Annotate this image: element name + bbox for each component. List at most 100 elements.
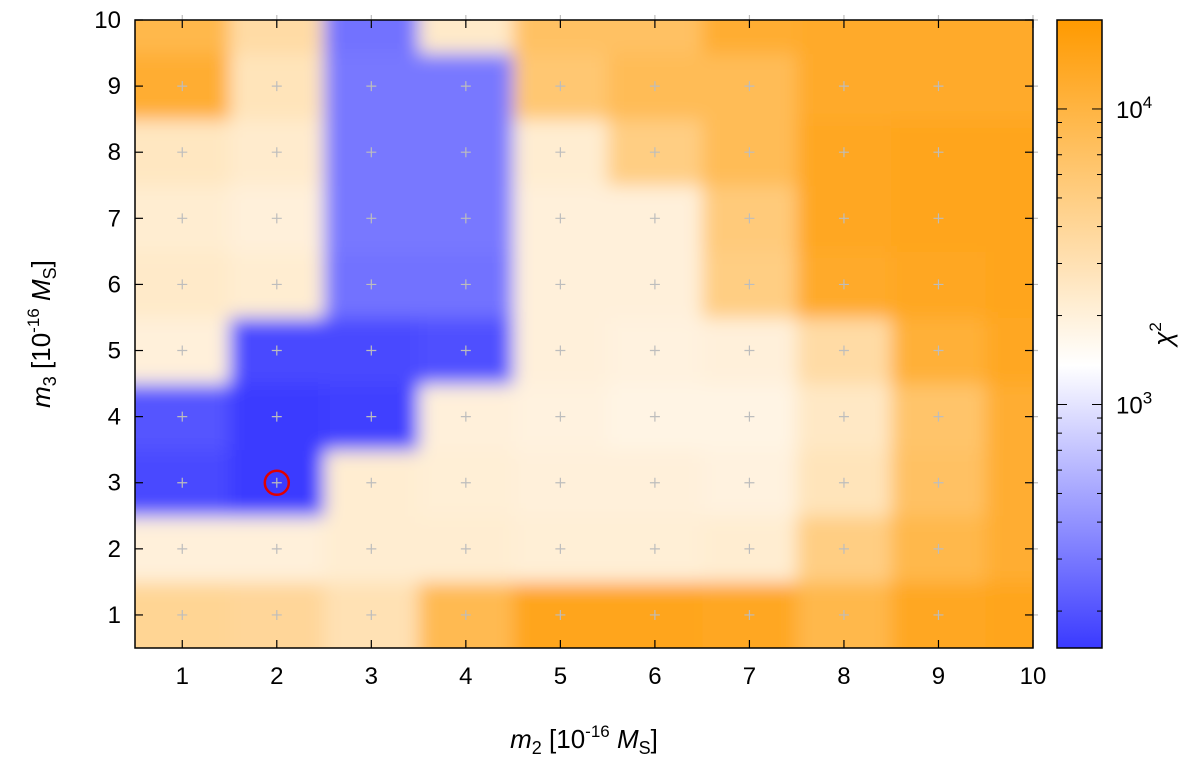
grid-point-cross — [177, 477, 188, 488]
grid-point-cross — [460, 609, 471, 620]
heatmap-cell — [135, 185, 231, 252]
x-tick-label: 3 — [365, 663, 378, 690]
y-tick-label: 10 — [94, 7, 121, 34]
heatmap-cell — [135, 20, 231, 54]
colorbar — [1056, 19, 1103, 649]
grid-point-cross — [838, 477, 849, 488]
x-tick-label: 7 — [743, 663, 756, 690]
grid-point-cross — [555, 345, 566, 356]
grid-point-cross — [649, 81, 660, 92]
grid-point-cross — [555, 81, 566, 92]
y-tick-label: 9 — [108, 73, 121, 100]
x-tick-label: 8 — [837, 663, 850, 690]
grid-point-cross — [744, 81, 755, 92]
grid-point-cross — [555, 477, 566, 488]
grid-point-cross — [744, 609, 755, 620]
best-fit-marker — [263, 469, 291, 496]
grid-point-cross — [271, 345, 282, 356]
heatmap-cell — [985, 20, 1033, 54]
y-axis-ticks: 1 2 3 4 5 6 7 8 9 10 — [94, 7, 1033, 629]
grid-point-cross — [460, 411, 471, 422]
y-tick-label: 3 — [108, 470, 121, 497]
grid-point-cross — [177, 213, 188, 224]
heatmap-cells — [135, 20, 1033, 648]
grid-point-cross — [366, 345, 377, 356]
grid-point-cross — [271, 213, 282, 224]
grid-point-cross — [555, 411, 566, 422]
grid-point-cross — [649, 213, 660, 224]
heatmap-cell — [135, 119, 231, 186]
grid-point-cross — [838, 345, 849, 356]
x-tick-label: 4 — [459, 663, 472, 690]
grid-point-cross — [838, 213, 849, 224]
grid-point-cross — [933, 279, 944, 290]
heatmap-cell — [135, 515, 231, 583]
colorbar-tick-label: 103 — [1116, 389, 1152, 420]
grid-point-cross — [271, 411, 282, 422]
heatmap-cell — [135, 581, 231, 648]
grid-point-cross — [744, 477, 755, 488]
grid-point-cross — [744, 147, 755, 158]
grid-point-cross — [271, 543, 282, 554]
colorbar-tick-label: 104 — [1116, 93, 1152, 124]
grid-point-cross — [177, 279, 188, 290]
grid-point-cross — [460, 213, 471, 224]
grid-point-cross — [649, 543, 660, 554]
grid-point-cross — [366, 213, 377, 224]
grid-point-cross — [555, 279, 566, 290]
grid-point-cross — [177, 81, 188, 92]
grid-point-cross — [933, 147, 944, 158]
grid-point-cross — [744, 279, 755, 290]
grid-point-cross — [933, 81, 944, 92]
grid-point-cross — [555, 213, 566, 224]
grid-point-cross — [366, 609, 377, 620]
y-axis-label: m3 [10-16 MS] — [24, 260, 60, 408]
colorbar-label: χ2 — [1146, 322, 1178, 348]
grid-point-cross — [366, 411, 377, 422]
grid-point-cross — [933, 543, 944, 554]
y-tick-label: 8 — [108, 139, 121, 166]
grid-point-cross — [838, 147, 849, 158]
y-tick-label: 5 — [108, 338, 121, 365]
grid-point-cross — [366, 279, 377, 290]
grid-point-cross — [177, 543, 188, 554]
grid-point-cross — [555, 609, 566, 620]
grid-point-cross — [460, 477, 471, 488]
grid-point-cross — [649, 411, 660, 422]
grid-point-cross — [555, 147, 566, 158]
y-tick-label: 4 — [108, 404, 121, 431]
grid-point-cross — [744, 543, 755, 554]
grid-point-cross — [460, 345, 471, 356]
y-tick-label: 6 — [108, 271, 121, 298]
grid-point-cross — [744, 411, 755, 422]
grid-point-cross — [366, 543, 377, 554]
grid-point-cross — [460, 147, 471, 158]
x-tick-label: 2 — [270, 663, 283, 690]
grid-point-cross — [933, 213, 944, 224]
grid-point-cross — [177, 345, 188, 356]
x-tick-label: 5 — [554, 663, 567, 690]
grid-point-cross — [838, 543, 849, 554]
grid-point-cross — [649, 345, 660, 356]
grid-point-cross — [366, 477, 377, 488]
grid-point-cross — [933, 345, 944, 356]
grid-point-cross — [649, 279, 660, 290]
grid-point-cross — [838, 411, 849, 422]
heatmap-cell — [135, 53, 231, 120]
heatmap-cell — [135, 317, 231, 385]
x-tick-label: 1 — [176, 663, 189, 690]
x-tick-label: 6 — [648, 663, 661, 690]
grid-point-cross — [460, 279, 471, 290]
grid-point-cross — [271, 147, 282, 158]
heatmap-cell — [135, 449, 231, 517]
heatmap-cell — [135, 383, 231, 451]
grid-point-cross — [649, 147, 660, 158]
grid-point-cross — [460, 543, 471, 554]
grid-point-cross — [271, 477, 282, 488]
grid-point-cross — [271, 279, 282, 290]
grid-point-cross — [555, 543, 566, 554]
grid-point-cross — [649, 609, 660, 620]
grid-point-cross — [649, 477, 660, 488]
x-axis-ticks: 1 2 3 4 5 6 7 8 9 10 — [176, 20, 1046, 690]
